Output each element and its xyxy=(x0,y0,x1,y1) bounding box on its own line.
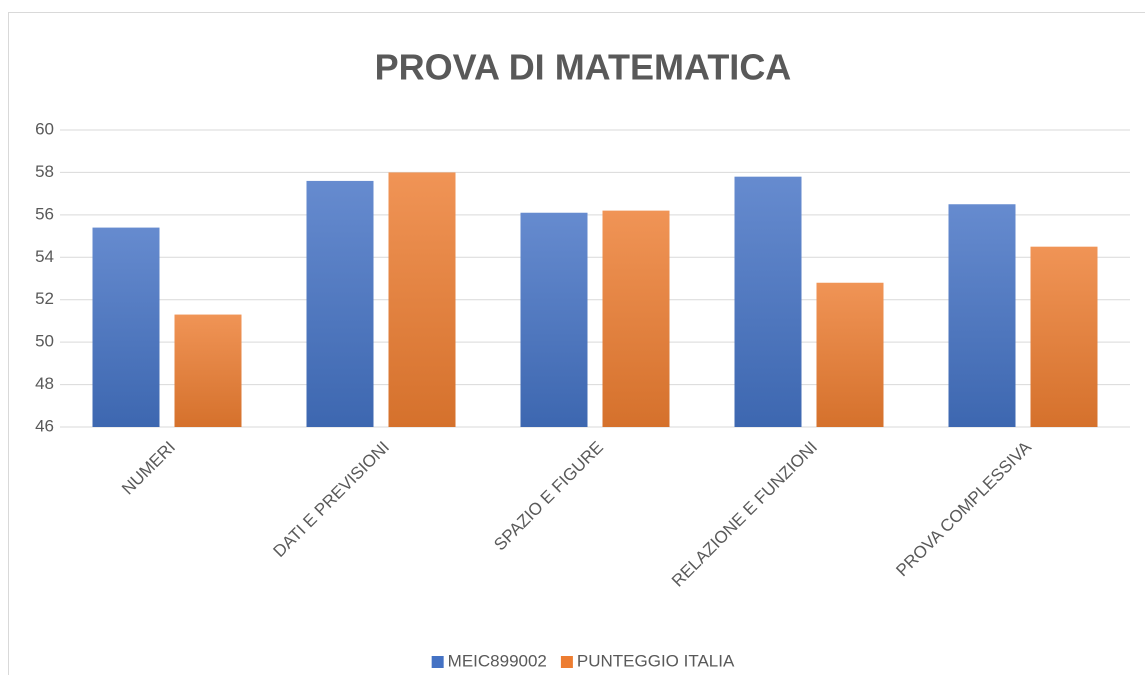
bar xyxy=(1030,246,1098,427)
bar xyxy=(734,176,802,427)
y-tick-label: 54 xyxy=(35,247,54,266)
bar xyxy=(602,210,670,427)
legend-swatch xyxy=(560,656,573,668)
y-tick-label: 50 xyxy=(35,332,54,351)
chart-title: PROVA DI MATEMATICA xyxy=(375,47,792,88)
bar xyxy=(306,180,374,427)
bar xyxy=(520,212,588,427)
bar xyxy=(92,227,160,427)
bar xyxy=(948,204,1016,427)
y-tick-label: 52 xyxy=(35,289,54,308)
y-tick-label: 60 xyxy=(35,119,54,138)
legend-swatch xyxy=(431,656,444,668)
y-tick-label: 58 xyxy=(35,162,54,181)
bar xyxy=(816,282,884,427)
legend-label: MEIC899002 xyxy=(448,651,547,670)
y-tick-label: 48 xyxy=(35,374,54,393)
y-tick-label: 46 xyxy=(35,416,54,435)
bar xyxy=(174,314,242,427)
bar xyxy=(388,172,456,427)
y-tick-label: 56 xyxy=(35,204,54,223)
legend-label: PUNTEGGIO ITALIA xyxy=(577,651,735,670)
